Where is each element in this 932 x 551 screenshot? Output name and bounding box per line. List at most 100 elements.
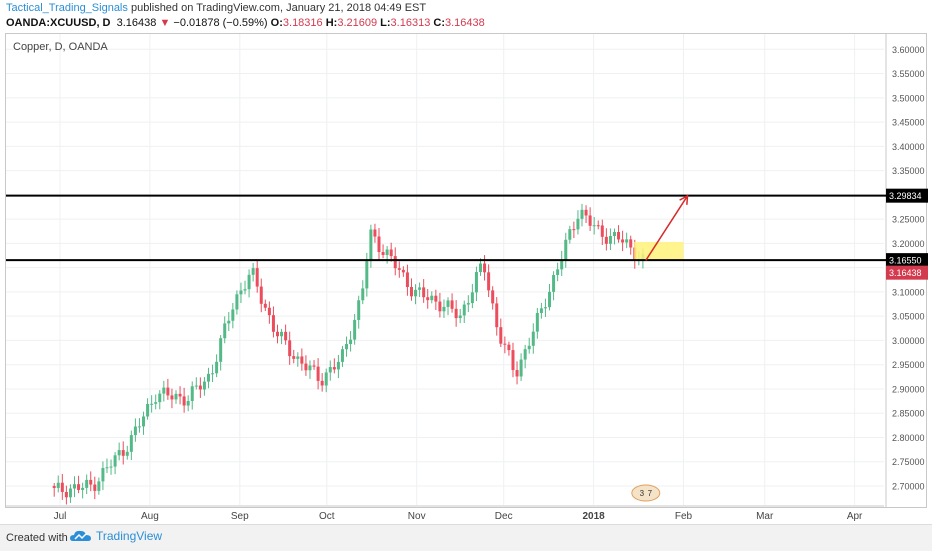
candle-body — [125, 451, 129, 456]
candle-body — [280, 331, 284, 337]
candle-body — [576, 218, 580, 230]
candle-body — [190, 386, 194, 402]
candle-body — [499, 327, 503, 344]
candle-body — [535, 313, 539, 332]
projection-arrow-line — [645, 195, 689, 261]
high-value: 3.21609 — [337, 17, 378, 29]
y-tick-label: 3.45000 — [892, 118, 925, 128]
candle-body — [251, 268, 255, 275]
tradingview-brand[interactable]: TradingView — [70, 529, 162, 543]
candle-body — [458, 315, 462, 319]
y-tick-label: 3.35000 — [892, 166, 925, 176]
support-label-box — [886, 253, 928, 268]
candle-body — [150, 403, 154, 405]
candle-body — [442, 306, 446, 312]
candle-body — [137, 426, 141, 428]
x-tick-label: 2018 — [582, 511, 605, 522]
y-tick-label: 2.85000 — [892, 409, 925, 419]
candle-body — [543, 307, 547, 309]
candle-body — [556, 269, 560, 276]
y-tick-label: 3.55000 — [892, 69, 925, 79]
candle-body — [68, 488, 72, 498]
y-tick-label: 2.90000 — [892, 384, 925, 394]
x-tick-label: Jul — [54, 511, 67, 522]
candle-body — [596, 225, 600, 227]
candle-body — [373, 229, 377, 237]
candle-body — [129, 435, 133, 452]
candle-body — [438, 301, 442, 312]
resistance-label-box — [886, 188, 928, 203]
symbol-text: OANDA:XCUUSD, D — [6, 17, 111, 29]
open-value: 3.18316 — [282, 17, 323, 29]
candle-body — [308, 365, 312, 371]
candle-body — [247, 274, 251, 290]
candle-body — [158, 393, 162, 403]
candle-body — [426, 297, 430, 301]
candle-body — [430, 295, 434, 301]
y-tick-label: 2.95000 — [892, 360, 925, 370]
candle-body — [365, 261, 369, 289]
candle-body — [186, 401, 190, 406]
candle-body — [93, 484, 97, 491]
price-chart[interactable]: 3.60000 3.55000 3.50000 3.45000 3.40000 3.350… — [0, 0, 932, 524]
candle-body — [336, 361, 340, 370]
candle-body — [215, 361, 219, 374]
candle-body — [259, 286, 263, 304]
candle-body — [263, 303, 267, 308]
candle-body — [548, 291, 552, 308]
x-tick-label: Apr — [847, 511, 863, 522]
x-tick-label: Sep — [231, 511, 249, 522]
y-tick-label: 3.60000 — [892, 45, 925, 55]
candle-body — [539, 308, 543, 314]
author-link[interactable]: Tactical_Trading_Signals — [6, 2, 128, 14]
candle-body — [604, 236, 608, 244]
candle-body — [97, 481, 101, 491]
candle-body — [223, 323, 227, 339]
candle-body — [170, 395, 174, 400]
candle-body — [60, 482, 64, 492]
candle-body — [52, 486, 56, 488]
candle-body — [292, 356, 296, 359]
candle-body — [219, 338, 223, 362]
candle-body — [276, 331, 279, 337]
candle-body — [353, 319, 357, 340]
y-tick-label: 3.50000 — [892, 93, 925, 103]
candle-body — [357, 300, 361, 320]
y-tick-label: 3.20000 — [892, 239, 925, 249]
y-tick-label: 3.25000 — [892, 215, 925, 225]
candle-body — [316, 366, 320, 381]
last-price-text: 3.16438 — [116, 17, 157, 29]
candle-body — [117, 450, 121, 456]
x-tick-label: Mar — [756, 511, 774, 522]
candle-body — [418, 287, 422, 290]
candle-body — [56, 482, 60, 488]
candle-body — [568, 229, 572, 240]
created-with-text: Created with — [6, 532, 68, 544]
candle-body — [64, 491, 68, 498]
candle-body — [377, 236, 381, 253]
candle-body — [617, 232, 621, 240]
candle-body — [621, 239, 625, 243]
tradingview-cloud-icon — [70, 530, 91, 541]
candle-body — [479, 263, 482, 273]
candle-body — [166, 387, 170, 396]
candle-body — [405, 272, 409, 288]
low-value: 3.16313 — [390, 17, 431, 29]
last-price-label: 3.16438 — [889, 268, 922, 278]
candle-body — [133, 426, 137, 436]
candle-body — [629, 239, 633, 248]
candle-body — [397, 268, 401, 270]
y-tick-label: 3.10000 — [892, 287, 925, 297]
candle-body — [304, 363, 308, 371]
candle-body — [121, 450, 125, 456]
candle-body — [470, 292, 474, 304]
event-marker-group — [631, 484, 661, 502]
candle-body — [77, 484, 81, 490]
candle-body — [243, 289, 247, 291]
candle-body — [495, 303, 499, 328]
publish-line: Tactical_Trading_Signals published on Tr… — [6, 2, 426, 14]
x-tick-label: Feb — [675, 511, 693, 522]
y-tick-label: 3.05000 — [892, 312, 925, 322]
ohlc-line: OANDA:XCUUSD, D 3.16438 ▼ −0.01878 (−0.5… — [6, 17, 485, 29]
candle-body — [349, 339, 353, 345]
